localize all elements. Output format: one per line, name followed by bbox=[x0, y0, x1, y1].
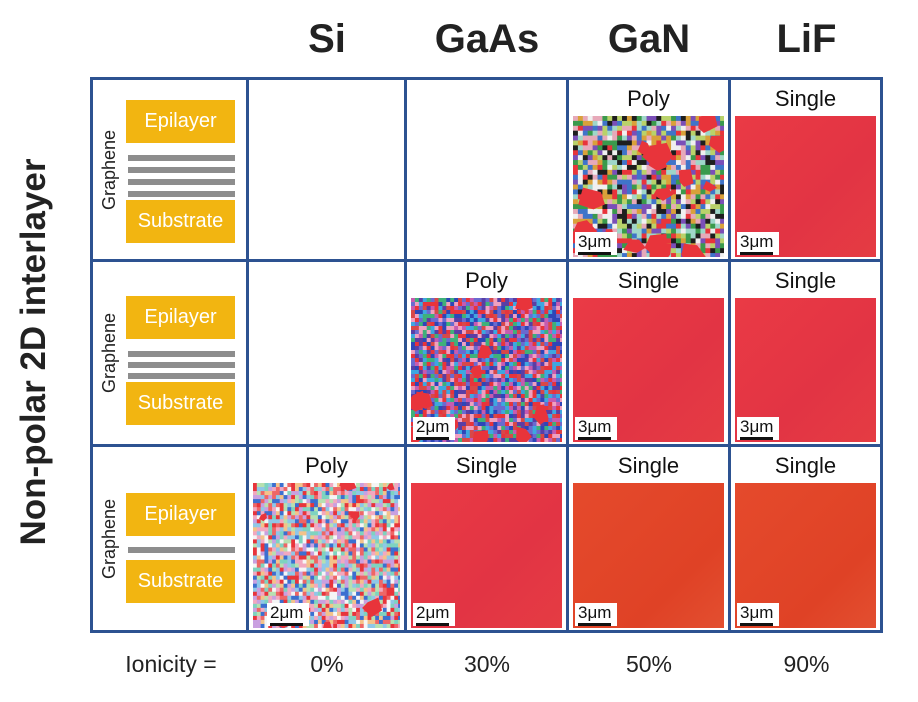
scale-bar: 2μm bbox=[413, 603, 456, 626]
schematic-cell: Graphene Epilayer Substrate bbox=[93, 447, 246, 630]
scale-bar-line bbox=[740, 623, 774, 626]
column-header-gan: GaN bbox=[607, 17, 691, 61]
scale-bar-label: 3μm bbox=[740, 232, 774, 251]
cell-label: Single bbox=[617, 268, 680, 293]
ebsd-map-poly: 3μm bbox=[573, 116, 724, 257]
ebsd-map-single: 3μm bbox=[735, 116, 876, 257]
ionicity-gan: 50% bbox=[625, 651, 673, 677]
side-title: Non-polar 2D interlayer bbox=[14, 158, 53, 546]
cell-label: Poly bbox=[465, 268, 508, 293]
cell-gan-row2: Single 3μm bbox=[566, 262, 728, 444]
substrate-box: Substrate bbox=[126, 382, 235, 425]
scale-bar: 3μm bbox=[575, 417, 618, 440]
cell-lif-row2: Single 3μm bbox=[728, 262, 880, 444]
epilayer-box: Epilayer bbox=[126, 296, 235, 339]
cell-gan-row3: Single 3μm bbox=[566, 447, 728, 630]
scale-bar: 2μm bbox=[267, 603, 310, 626]
substrate-box: Substrate bbox=[126, 560, 235, 603]
graphene-label: Graphene bbox=[99, 312, 119, 394]
schematic-cell: Graphene Epilayer Substrate bbox=[93, 80, 246, 259]
cell-gaas-row2: Poly 2μm bbox=[404, 262, 566, 444]
cell-label: Poly bbox=[305, 453, 348, 478]
scale-bar-line bbox=[578, 437, 612, 440]
ebsd-map-single: 3μm bbox=[573, 298, 724, 442]
graphene-layer bbox=[128, 362, 235, 368]
ebsd-map-single: 3μm bbox=[573, 483, 724, 628]
scale-bar-line bbox=[578, 252, 612, 255]
ebsd-map-poly: 2μm bbox=[411, 298, 562, 442]
grid-row-3: Graphene Epilayer Substrate Poly 2μm Sin… bbox=[90, 444, 883, 633]
scale-bar-label: 3μm bbox=[740, 603, 774, 622]
cell-gaas-row1 bbox=[404, 80, 566, 259]
column-header-lif: LiF bbox=[776, 17, 837, 61]
cell-lif-row1: Single 3μm bbox=[728, 80, 880, 259]
cell-si-row1 bbox=[246, 80, 404, 259]
scale-bar: 3μm bbox=[575, 232, 618, 255]
scale-bar-label: 3μm bbox=[740, 417, 774, 436]
scale-bar-line bbox=[270, 623, 304, 626]
column-header-si: Si bbox=[308, 17, 346, 61]
cell-label: Single bbox=[774, 86, 837, 111]
ionicity-si: 0% bbox=[310, 651, 344, 677]
column-header-gaas: GaAs bbox=[434, 17, 540, 61]
epilayer-box: Epilayer bbox=[126, 100, 235, 143]
grid-row-1: Graphene Epilayer Substrate Poly 3μm Sin… bbox=[90, 77, 883, 262]
graphene-layer bbox=[128, 547, 235, 553]
epilayer-box: Epilayer bbox=[126, 493, 235, 536]
cell-gaas-row3: Single 2μm bbox=[404, 447, 566, 630]
schematic-cell: Graphene Epilayer Substrate bbox=[93, 262, 246, 444]
scale-bar-label: 2μm bbox=[416, 417, 450, 436]
scale-bar: 3μm bbox=[737, 603, 780, 626]
ionicity-label: Ionicity = bbox=[125, 651, 217, 677]
scale-bar-label: 3μm bbox=[578, 417, 612, 436]
scale-bar-line bbox=[416, 623, 450, 626]
graphene-layer bbox=[128, 167, 235, 173]
scale-bar: 3μm bbox=[737, 232, 780, 255]
cell-lif-row3: Single 3μm bbox=[728, 447, 880, 630]
cell-label: Single bbox=[774, 453, 837, 478]
graphene-label: Graphene bbox=[99, 498, 119, 579]
substrate-box: Substrate bbox=[126, 200, 235, 243]
cell-label: Single bbox=[455, 453, 518, 478]
ionicity-gaas: 30% bbox=[463, 651, 511, 677]
ebsd-map-single: 3μm bbox=[735, 298, 876, 442]
cell-gan-row1: Poly 3μm bbox=[566, 80, 728, 259]
scale-bar: 3μm bbox=[575, 603, 618, 626]
scale-bar-line bbox=[740, 252, 774, 255]
cell-label: Single bbox=[774, 268, 837, 293]
scale-bar-label: 3μm bbox=[578, 232, 612, 251]
graphene-layer bbox=[128, 155, 235, 161]
grid-row-2: Graphene Epilayer Substrate Poly 2μm Sin… bbox=[90, 259, 883, 447]
ebsd-map-single: 2μm bbox=[411, 483, 562, 628]
scale-bar: 2μm bbox=[413, 417, 456, 440]
ebsd-map-poly: 2μm bbox=[253, 483, 400, 628]
graphene-label: Graphene bbox=[99, 129, 119, 210]
cell-label: Poly bbox=[627, 86, 670, 111]
graphene-layer bbox=[128, 351, 235, 357]
scale-bar: 3μm bbox=[737, 417, 780, 440]
scale-bar-line bbox=[416, 437, 450, 440]
cell-si-row2 bbox=[246, 262, 404, 444]
scale-bar-label: 2μm bbox=[270, 603, 304, 622]
graphene-layer bbox=[128, 191, 235, 197]
graphene-layer bbox=[128, 179, 235, 185]
scale-bar-line bbox=[578, 623, 612, 626]
poly-grain-map bbox=[411, 298, 562, 442]
cell-label: Single bbox=[617, 453, 680, 478]
ionicity-lif: 90% bbox=[783, 651, 830, 677]
scale-bar-label: 3μm bbox=[578, 603, 612, 622]
scale-bar-line bbox=[740, 437, 774, 440]
cell-si-row3: Poly 2μm bbox=[246, 447, 404, 630]
graphene-layer bbox=[128, 373, 235, 379]
scale-bar-label: 2μm bbox=[416, 603, 450, 622]
ebsd-map-single: 3μm bbox=[735, 483, 876, 628]
